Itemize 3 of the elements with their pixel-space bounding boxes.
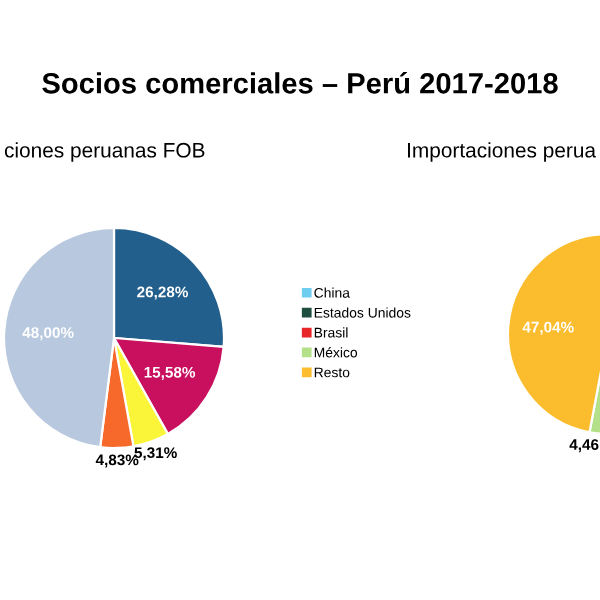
- text: Socios comerciales – Perú 2017-2018: [42, 71, 558, 94]
- chart-subtitle: Importaciones perua: [408, 142, 597, 162]
- chart-subtitle: ciones peruanas FOB: [4, 142, 205, 162]
